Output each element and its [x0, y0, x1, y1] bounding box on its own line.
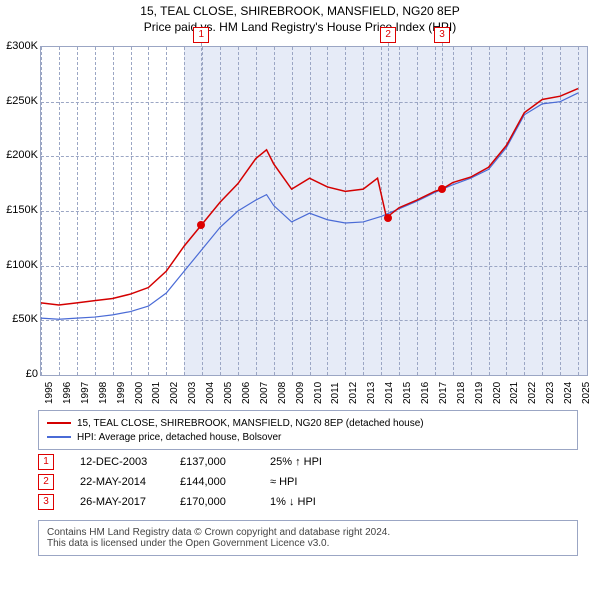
event-date: 22-MAY-2014 — [80, 476, 180, 488]
event-relation: 1% ↓ HPI — [270, 496, 360, 508]
x-tick-label: 2020 — [492, 382, 503, 404]
x-tick-label: 2021 — [509, 382, 520, 404]
x-tick-label: 2024 — [563, 382, 574, 404]
x-tick-label: 2016 — [420, 382, 431, 404]
x-tick-label: 2025 — [581, 382, 592, 404]
legend-label-1: HPI: Average price, detached house, Bols… — [77, 432, 281, 443]
chart-marker-box: 1 — [193, 27, 209, 43]
title-line2: Price paid vs. HM Land Registry's House … — [0, 20, 600, 36]
event-marker-3: 3 — [38, 494, 54, 510]
event-marker-2: 2 — [38, 474, 54, 490]
x-tick-label: 2010 — [313, 382, 324, 404]
x-tick-label: 2023 — [545, 382, 556, 404]
x-tick-label: 2022 — [527, 382, 538, 404]
footer-attribution: Contains HM Land Registry data © Crown c… — [38, 520, 578, 556]
footer-line1: Contains HM Land Registry data © Crown c… — [47, 527, 569, 538]
x-tick-label: 2018 — [456, 382, 467, 404]
x-tick-label: 2005 — [223, 382, 234, 404]
x-tick-label: 1998 — [98, 382, 109, 404]
y-tick-label: £300K — [0, 40, 38, 52]
x-tick-label: 1996 — [62, 382, 73, 404]
chart-marker-box: 3 — [434, 27, 450, 43]
x-tick-label: 2002 — [169, 382, 180, 404]
event-date: 26-MAY-2017 — [80, 496, 180, 508]
legend-swatch-1 — [47, 436, 71, 438]
event-date: 12-DEC-2003 — [80, 456, 180, 468]
x-tick-label: 2015 — [402, 382, 413, 404]
x-tick-label: 2000 — [134, 382, 145, 404]
event-price: £170,000 — [180, 496, 270, 508]
x-tick-label: 2009 — [295, 382, 306, 404]
legend-swatch-0 — [47, 422, 71, 424]
event-row: 3 26-MAY-2017 £170,000 1% ↓ HPI — [38, 492, 578, 512]
y-tick-label: £200K — [0, 149, 38, 161]
chart-marker-box: 2 — [380, 27, 396, 43]
event-price: £144,000 — [180, 476, 270, 488]
footer-line2: This data is licensed under the Open Gov… — [47, 538, 569, 549]
event-marker-1: 1 — [38, 454, 54, 470]
x-tick-label: 2001 — [151, 382, 162, 404]
y-tick-label: £50K — [0, 313, 38, 325]
x-tick-label: 2006 — [241, 382, 252, 404]
x-tick-label: 2011 — [330, 382, 341, 404]
y-tick-label: £150K — [0, 204, 38, 216]
event-row: 2 22-MAY-2014 £144,000 ≈ HPI — [38, 472, 578, 492]
x-tick-label: 2014 — [384, 382, 395, 404]
y-tick-label: £0 — [0, 368, 38, 380]
legend: 15, TEAL CLOSE, SHIREBROOK, MANSFIELD, N… — [38, 410, 578, 450]
x-tick-label: 2003 — [187, 382, 198, 404]
x-tick-label: 2019 — [474, 382, 485, 404]
chart-container: 15, TEAL CLOSE, SHIREBROOK, MANSFIELD, N… — [0, 0, 600, 590]
chart-lines — [41, 47, 587, 375]
x-tick-label: 1995 — [44, 382, 55, 404]
x-tick-label: 2004 — [205, 382, 216, 404]
y-tick-label: £250K — [0, 95, 38, 107]
x-tick-label: 1999 — [116, 382, 127, 404]
event-table: 1 12-DEC-2003 £137,000 25% ↑ HPI 2 22-MA… — [38, 452, 578, 512]
x-tick-label: 2007 — [259, 382, 270, 404]
event-relation: 25% ↑ HPI — [270, 456, 360, 468]
title-line1: 15, TEAL CLOSE, SHIREBROOK, MANSFIELD, N… — [0, 4, 600, 20]
x-tick-label: 2012 — [348, 382, 359, 404]
y-tick-label: £100K — [0, 259, 38, 271]
x-tick-label: 2013 — [366, 382, 377, 404]
event-price: £137,000 — [180, 456, 270, 468]
event-row: 1 12-DEC-2003 £137,000 25% ↑ HPI — [38, 452, 578, 472]
x-tick-label: 2017 — [438, 382, 449, 404]
x-tick-label: 2008 — [277, 382, 288, 404]
chart-plot-area: 123 — [40, 46, 588, 376]
chart-marker-dot — [384, 214, 392, 222]
event-relation: ≈ HPI — [270, 476, 360, 488]
chart-title-block: 15, TEAL CLOSE, SHIREBROOK, MANSFIELD, N… — [0, 0, 600, 35]
x-tick-label: 1997 — [80, 382, 91, 404]
legend-label-0: 15, TEAL CLOSE, SHIREBROOK, MANSFIELD, N… — [77, 418, 424, 429]
